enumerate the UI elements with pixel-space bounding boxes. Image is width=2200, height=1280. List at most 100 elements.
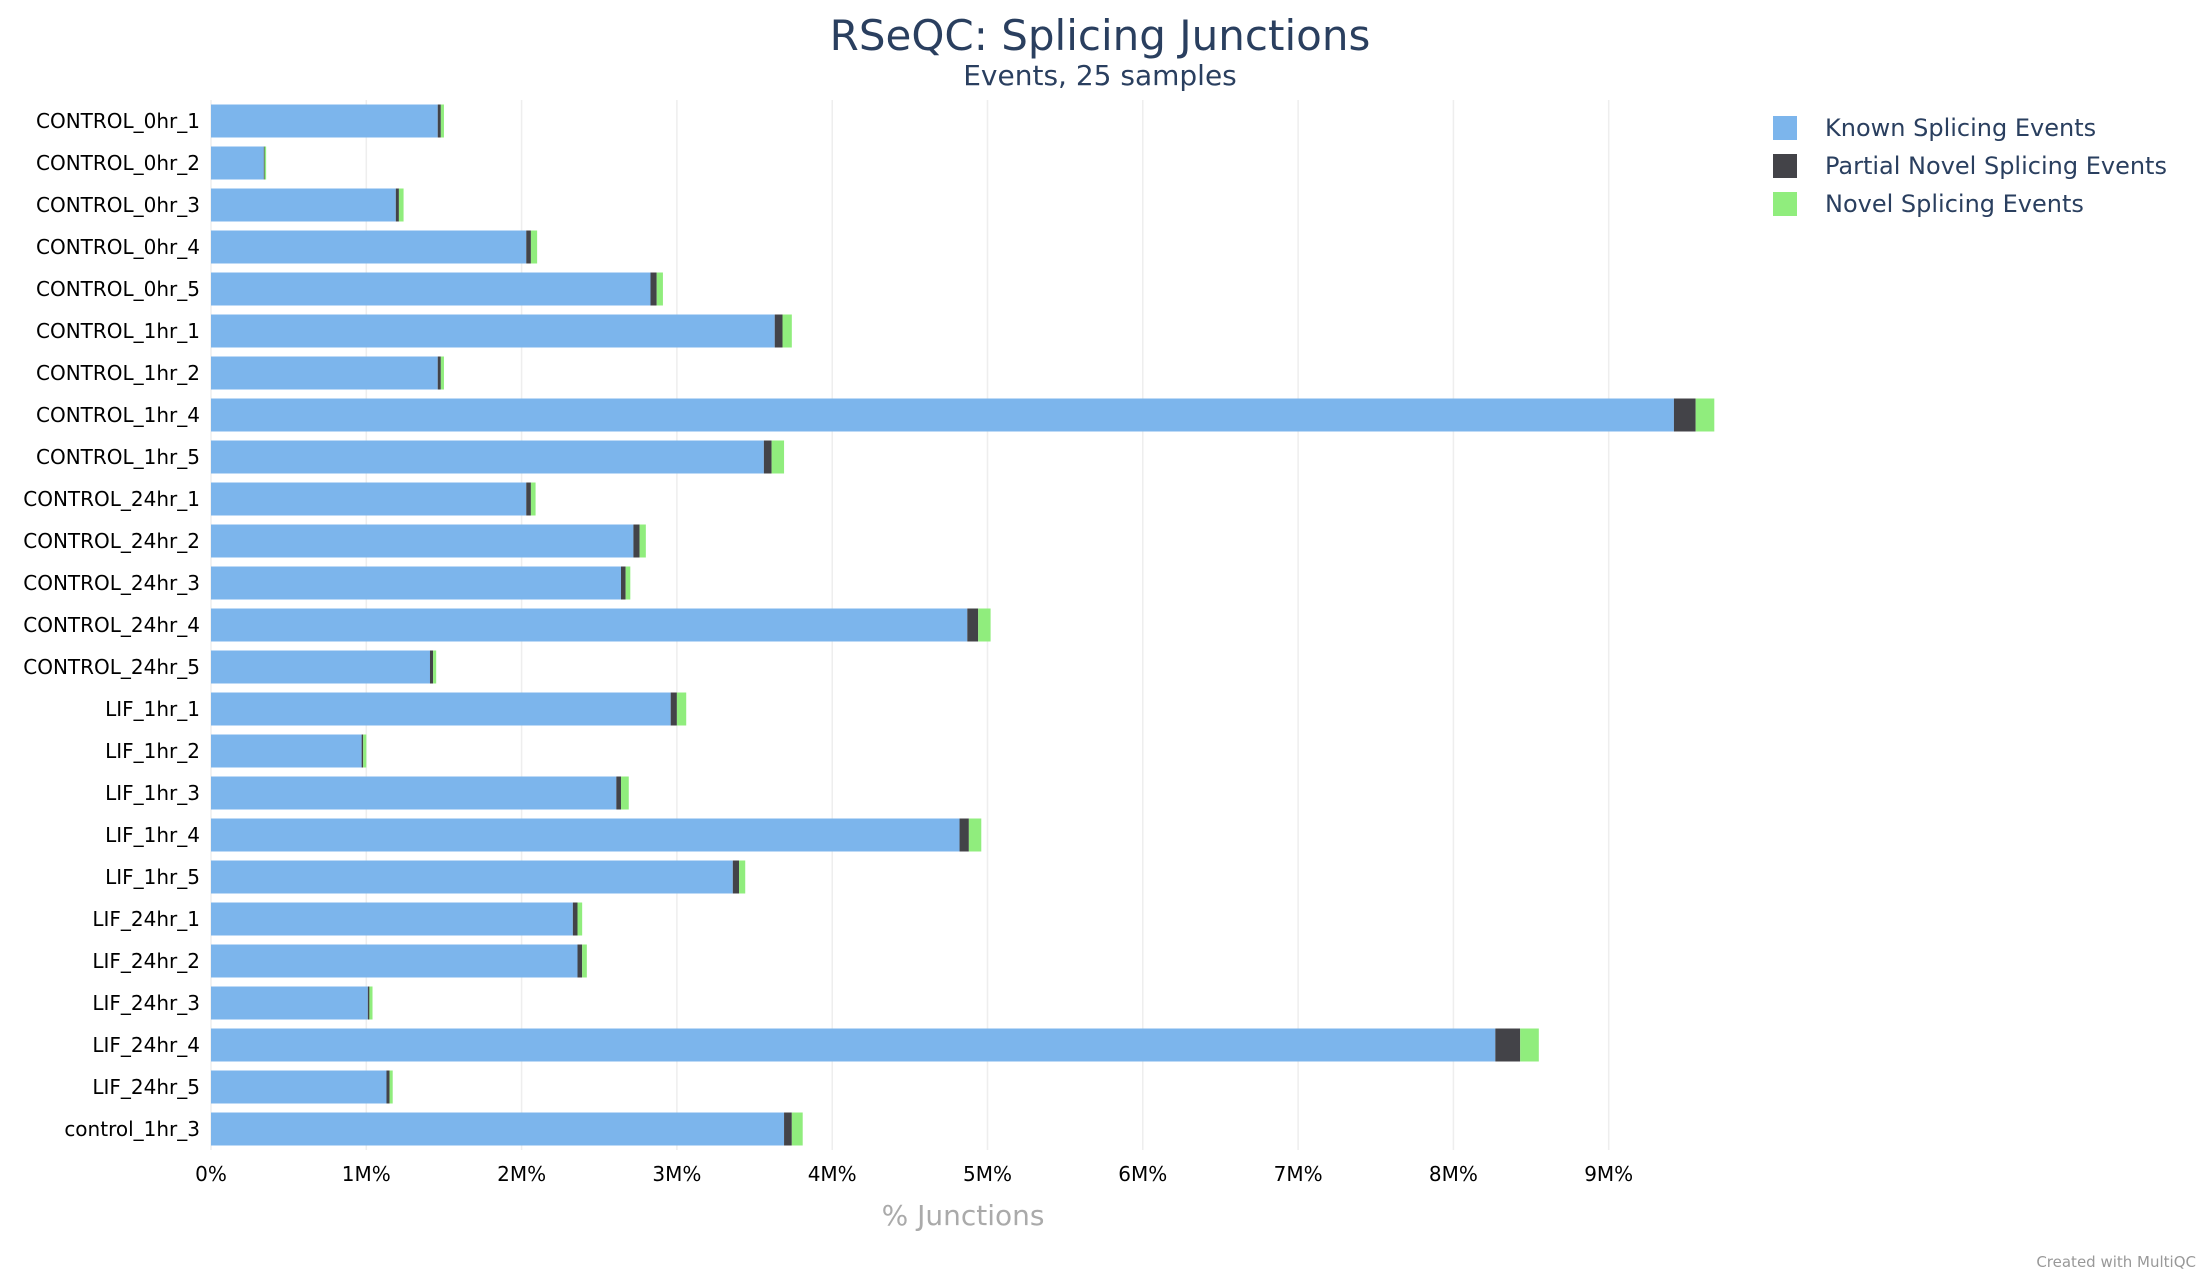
bar-novel-splicing-events-control-0hr-2[interactable] (264, 146, 267, 180)
bar-known-splicing-events-control-0hr-5[interactable] (211, 272, 651, 306)
x-tick-label: 7M% (1274, 1162, 1323, 1186)
bar-novel-splicing-events-control-1hr-1[interactable] (782, 314, 792, 348)
bar-novel-splicing-events-control-1hr-2[interactable] (440, 356, 444, 390)
bar-novel-splicing-events-control-24hr-2[interactable] (639, 524, 646, 558)
bar-known-splicing-events-lif-1hr-2[interactable] (211, 734, 362, 768)
bar-known-splicing-events-control-24hr-4[interactable] (211, 608, 968, 642)
bar-novel-splicing-events-lif-24hr-3[interactable] (369, 986, 373, 1020)
bar-partial-novel-splicing-events-control-1hr-1[interactable] (774, 314, 783, 348)
bar-known-splicing-events-control-1hr-1[interactable] (211, 314, 775, 348)
legend-item-known-splicing-events[interactable]: Known Splicing Events (1825, 114, 2096, 142)
legend-item-partial-novel-splicing-events[interactable]: Partial Novel Splicing Events (1825, 152, 2167, 180)
bar-partial-novel-splicing-events-lif-1hr-5[interactable] (732, 860, 740, 894)
bar-partial-novel-splicing-events-lif-24hr-3[interactable] (367, 986, 370, 1020)
bar-novel-splicing-events-control-1hr-5[interactable] (771, 440, 785, 474)
bar-novel-splicing-events-lif-1hr-1[interactable] (676, 692, 687, 726)
category-label: CONTROL_24hr_3 (23, 571, 200, 595)
bar-novel-splicing-events-control-0hr-4[interactable] (530, 230, 538, 264)
x-tick-label: 1M% (342, 1162, 391, 1186)
bar-partial-novel-splicing-events-lif-24hr-2[interactable] (577, 944, 583, 978)
category-label: CONTROL_1hr_4 (36, 403, 200, 427)
bars (211, 104, 1715, 1146)
category-label: CONTROL_0hr_5 (36, 277, 200, 301)
bar-partial-novel-splicing-events-lif-1hr-3[interactable] (616, 776, 621, 810)
bar-partial-novel-splicing-events-control-24hr-2[interactable] (633, 524, 640, 558)
bar-known-splicing-events-lif-24hr-5[interactable] (211, 1070, 387, 1104)
bar-novel-splicing-events-lif-24hr-2[interactable] (582, 944, 587, 978)
bar-known-splicing-events-control-24hr-1[interactable] (211, 482, 527, 516)
bar-partial-novel-splicing-events-control-0hr-4[interactable] (526, 230, 531, 264)
bar-known-splicing-events-lif-1hr-5[interactable] (211, 860, 733, 894)
bar-novel-splicing-events-control-1hr-3[interactable] (791, 1112, 803, 1146)
bar-known-splicing-events-control-1hr-4[interactable] (211, 398, 1674, 432)
bar-known-splicing-events-lif-1hr-3[interactable] (211, 776, 617, 810)
category-label: CONTROL_0hr_4 (36, 235, 200, 259)
bar-novel-splicing-events-control-0hr-3[interactable] (398, 188, 404, 222)
bar-novel-splicing-events-control-1hr-4[interactable] (1695, 398, 1715, 432)
bar-partial-novel-splicing-events-lif-24hr-4[interactable] (1495, 1028, 1521, 1062)
bar-partial-novel-splicing-events-control-0hr-3[interactable] (395, 188, 399, 222)
bar-partial-novel-splicing-events-lif-24hr-1[interactable] (572, 902, 578, 936)
bar-known-splicing-events-lif-24hr-1[interactable] (211, 902, 573, 936)
bar-partial-novel-splicing-events-control-24hr-5[interactable] (429, 650, 434, 684)
bar-novel-splicing-events-control-24hr-3[interactable] (625, 566, 631, 600)
category-label: LIF_24hr_4 (92, 1033, 200, 1057)
x-tick-labels: 0% 1M% 2M% 3M% 4M% 5M% 6M% 7M% 8M% 9M% (195, 1162, 1633, 1186)
x-tick-label: 9M% (1584, 1162, 1633, 1186)
bar-known-splicing-events-control-0hr-2[interactable] (211, 146, 264, 180)
bar-novel-splicing-events-control-24hr-5[interactable] (433, 650, 437, 684)
bar-known-splicing-events-lif-1hr-4[interactable] (211, 818, 960, 852)
bar-known-splicing-events-control-1hr-2[interactable] (211, 356, 438, 390)
bar-partial-novel-splicing-events-control-24hr-1[interactable] (526, 482, 531, 516)
bar-partial-novel-splicing-events-lif-1hr-1[interactable] (670, 692, 677, 726)
bar-partial-novel-splicing-events-control-1hr-5[interactable] (763, 440, 772, 474)
bar-known-splicing-events-control-1hr-5[interactable] (211, 440, 764, 474)
category-label: CONTROL_1hr_2 (36, 361, 200, 385)
bar-known-splicing-events-lif-24hr-4[interactable] (211, 1028, 1496, 1062)
bar-partial-novel-splicing-events-lif-1hr-2[interactable] (361, 734, 364, 768)
legend-swatch-partial-novel-splicing-events (1773, 154, 1797, 178)
bar-novel-splicing-events-control-0hr-5[interactable] (656, 272, 663, 306)
bar-partial-novel-splicing-events-control-1hr-3[interactable] (784, 1112, 792, 1146)
bar-novel-splicing-events-lif-1hr-2[interactable] (363, 734, 367, 768)
category-label: LIF_1hr_2 (105, 739, 200, 763)
category-label: CONTROL_24hr_5 (23, 655, 200, 679)
bar-partial-novel-splicing-events-control-0hr-1[interactable] (437, 104, 441, 138)
bar-novel-splicing-events-lif-1hr-3[interactable] (620, 776, 629, 810)
bar-partial-novel-splicing-events-control-0hr-2[interactable] (263, 146, 265, 180)
bar-known-splicing-events-control-24hr-2[interactable] (211, 524, 634, 558)
bar-novel-splicing-events-control-24hr-1[interactable] (530, 482, 536, 516)
bar-known-splicing-events-lif-1hr-1[interactable] (211, 692, 671, 726)
legend: Known Splicing Events Partial Novel Splic… (1773, 114, 2167, 218)
x-tick-label: 0% (195, 1162, 227, 1186)
legend-item-novel-splicing-events[interactable]: Novel Splicing Events (1825, 190, 2084, 218)
x-tick-label: 3M% (652, 1162, 701, 1186)
bar-partial-novel-splicing-events-control-24hr-3[interactable] (620, 566, 626, 600)
x-axis-title: % Junctions (882, 1199, 1045, 1232)
bar-partial-novel-splicing-events-lif-24hr-5[interactable] (386, 1070, 390, 1104)
bar-novel-splicing-events-lif-1hr-5[interactable] (739, 860, 746, 894)
bar-novel-splicing-events-control-0hr-1[interactable] (440, 104, 444, 138)
bar-novel-splicing-events-lif-1hr-4[interactable] (968, 818, 982, 852)
bar-known-splicing-events-control-24hr-3[interactable] (211, 566, 621, 600)
bar-partial-novel-splicing-events-lif-1hr-4[interactable] (959, 818, 969, 852)
bar-partial-novel-splicing-events-control-0hr-5[interactable] (650, 272, 657, 306)
bar-known-splicing-events-control-0hr-4[interactable] (211, 230, 527, 264)
bar-known-splicing-events-control-24hr-5[interactable] (211, 650, 430, 684)
category-label: CONTROL_1hr_5 (36, 445, 200, 469)
bar-partial-novel-splicing-events-control-24hr-4[interactable] (967, 608, 979, 642)
bar-novel-splicing-events-lif-24hr-1[interactable] (577, 902, 583, 936)
category-label: control_1hr_3 (64, 1117, 200, 1141)
bar-known-splicing-events-lif-24hr-3[interactable] (211, 986, 368, 1020)
bar-known-splicing-events-control-1hr-3[interactable] (211, 1112, 785, 1146)
bar-known-splicing-events-control-0hr-1[interactable] (211, 104, 438, 138)
bar-novel-splicing-events-lif-24hr-5[interactable] (389, 1070, 393, 1104)
bar-partial-novel-splicing-events-control-1hr-4[interactable] (1673, 398, 1696, 432)
bar-novel-splicing-events-control-24hr-4[interactable] (978, 608, 991, 642)
bar-novel-splicing-events-lif-24hr-4[interactable] (1520, 1028, 1539, 1062)
x-tick-label: 5M% (963, 1162, 1012, 1186)
credit-text: Created with MultiQC (2036, 1253, 2196, 1271)
bar-known-splicing-events-lif-24hr-2[interactable] (211, 944, 578, 978)
bar-partial-novel-splicing-events-control-1hr-2[interactable] (437, 356, 441, 390)
bar-known-splicing-events-control-0hr-3[interactable] (211, 188, 396, 222)
